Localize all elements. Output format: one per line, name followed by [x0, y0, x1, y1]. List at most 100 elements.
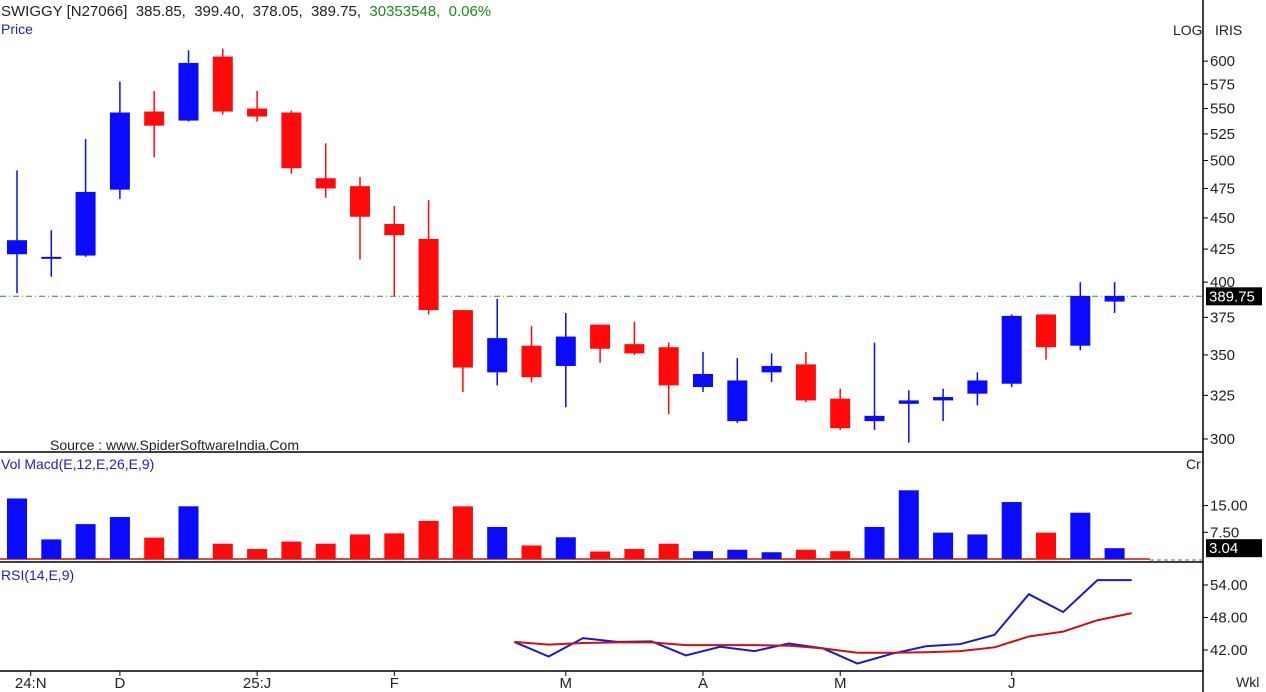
volume-bar [830, 551, 851, 559]
volume-bar [418, 520, 439, 559]
candle-body [75, 191, 96, 256]
price-panel-label: Price [1, 21, 33, 37]
rsi-panel [513, 579, 1132, 665]
candle-body [1036, 314, 1056, 348]
candle-body [315, 178, 336, 189]
volume-bar [212, 543, 233, 559]
candle-body [761, 365, 782, 373]
candle-body [41, 256, 62, 259]
volume-bar [761, 552, 782, 559]
price-tick-label: 500 [1210, 153, 1235, 170]
volume-bar [624, 549, 645, 559]
volume-bar [350, 534, 370, 559]
volume-tick-label: 15.00 [1210, 498, 1248, 515]
volume-unit-label: Cr [1186, 456, 1201, 472]
volume-bar [384, 533, 405, 559]
volume-bar [658, 543, 679, 559]
volume-bar [452, 506, 473, 559]
volume-value: 30353548, [369, 3, 441, 20]
volume-bar [247, 549, 268, 559]
candle-body [795, 364, 816, 401]
candle-body [487, 338, 508, 373]
candle-body [247, 108, 268, 117]
candle-body [521, 345, 542, 378]
candle-body [178, 62, 199, 121]
x-tick-label: 25:J [243, 675, 271, 692]
x-tick-label: M [834, 675, 847, 692]
volume-bar [898, 490, 919, 559]
last-price-badge [1206, 287, 1262, 306]
price-panel [0, 48, 1203, 443]
log-scale-toggle[interactable]: LOG [1173, 22, 1203, 38]
volume-panel-label: Vol Macd(E,12,E,26,E,9) [1, 456, 155, 472]
price-tick-label: 300 [1210, 431, 1235, 448]
candle-body [144, 111, 165, 126]
volume-bar [1104, 548, 1125, 559]
price-tick-label: 475 [1210, 180, 1235, 197]
x-tick-label: M [560, 675, 573, 692]
candle-body [350, 186, 370, 217]
volume-bar [144, 537, 165, 559]
candle-body [418, 238, 439, 311]
volume-bar [521, 545, 542, 559]
axes: 600 575 550 525 500 475 450 425 400 375 350 325 300 3… [15, 53, 1262, 692]
brand-label: IRIS [1215, 22, 1243, 38]
price-tick-label: 600 [1210, 53, 1235, 70]
candle-body [830, 398, 851, 429]
rsi-panel-label: RSI(14,E,9) [1, 567, 75, 583]
rsi-tick-label: 42.00 [1210, 642, 1248, 659]
price-tick-label: 550 [1210, 101, 1235, 118]
volume-bar [41, 539, 62, 559]
x-tick-label: D [114, 675, 125, 692]
volume-bar [864, 526, 885, 559]
candle-body [1070, 295, 1091, 346]
candle-body [933, 397, 954, 401]
candle-body [1001, 315, 1022, 384]
symbol-label: SWIGGY [N27066] [1, 3, 128, 20]
rsi-signal-line [514, 612, 1132, 654]
volume-bar [555, 537, 576, 559]
candle-body [1104, 295, 1125, 302]
last-volume-value: 3.04 [1209, 540, 1238, 557]
volume-bar [727, 549, 748, 559]
candle-body [864, 415, 885, 422]
candle-body [693, 373, 713, 388]
rsi-line [513, 579, 1132, 665]
volume-bar [590, 551, 611, 559]
candle-body [281, 112, 302, 169]
panel-frames [0, 0, 1204, 692]
volume-bar [487, 526, 508, 559]
candle-body [109, 112, 130, 190]
price-tick-label: 425 [1210, 241, 1235, 258]
volume-bar [178, 506, 199, 559]
volume-bar [693, 551, 713, 559]
volume-bar [7, 498, 27, 559]
price-tick-label: 575 [1210, 76, 1235, 93]
rsi-tick-label: 48.00 [1210, 610, 1248, 627]
price-tick-label: 350 [1210, 347, 1235, 364]
volume-bar [1070, 512, 1091, 559]
price-tick-label: 525 [1210, 126, 1235, 143]
period-label[interactable]: Wkl [1236, 674, 1260, 690]
volume-bar [967, 534, 988, 559]
x-tick-label: J [1008, 675, 1016, 692]
candle-body [7, 240, 27, 255]
candle-body [727, 380, 748, 422]
candle-body [967, 380, 988, 394]
volume-bar [1036, 532, 1056, 559]
change-value: 0.06% [448, 3, 492, 20]
candle-body [452, 310, 473, 368]
x-tick-label: A [698, 675, 708, 692]
quote-header: SWIGGY [N27066] 385.85, 399.40, 378.05, … [1, 3, 491, 20]
close-value: 389.75, [310, 3, 362, 20]
price-tick-label: 325 [1210, 387, 1235, 404]
price-tick-label: 450 [1210, 210, 1235, 227]
volume-bar [795, 549, 816, 559]
last-price-value: 389.75 [1209, 288, 1255, 305]
high-value: 399.40, [194, 3, 245, 20]
candle-body [658, 347, 679, 386]
source-label: Source : www.SpiderSoftwareIndia.Com [50, 437, 299, 453]
volume-panel [0, 490, 1203, 561]
candle-body [624, 344, 645, 354]
